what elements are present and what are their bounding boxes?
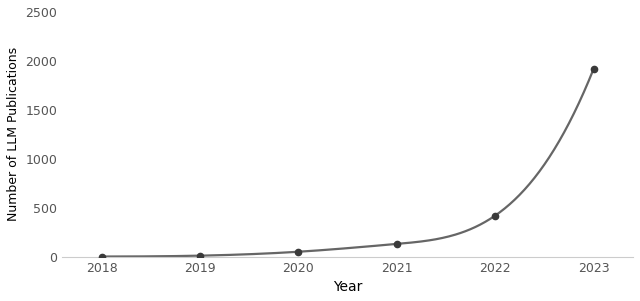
X-axis label: Year: Year (333, 280, 362, 294)
Y-axis label: Number of LLM Publications: Number of LLM Publications (7, 47, 20, 221)
